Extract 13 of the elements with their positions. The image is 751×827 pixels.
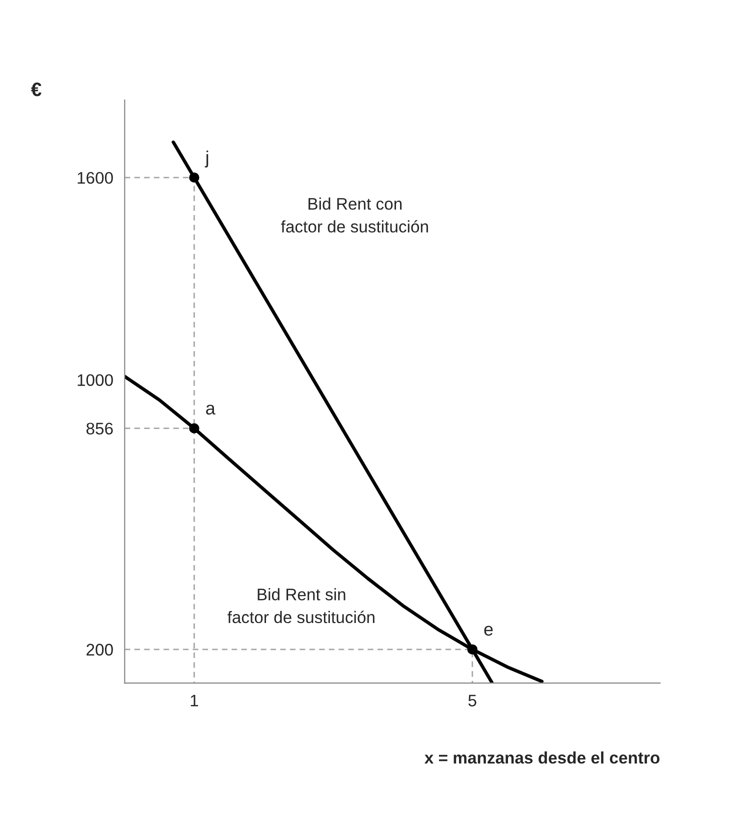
y-tick-label: 200 <box>86 644 113 656</box>
x-tick-label: 1 <box>190 694 198 706</box>
annotation: Bid Rent con factor de sustitución <box>281 198 428 233</box>
annotation: Bid Rent sin factor de sustitución <box>228 588 374 624</box>
y-tick-label: 856 <box>86 422 113 435</box>
y-tick-label: 1600 <box>78 172 113 184</box>
x-axis-title: x = manzanas desde el centro <box>424 751 660 764</box>
y-tick-label: 1000 <box>78 374 113 386</box>
annotation: e <box>484 626 493 636</box>
annotation: a <box>206 404 216 415</box>
x-tick-label: 5 <box>468 694 476 706</box>
annotation: j <box>204 150 208 168</box>
y-axis-title: € <box>31 82 42 96</box>
